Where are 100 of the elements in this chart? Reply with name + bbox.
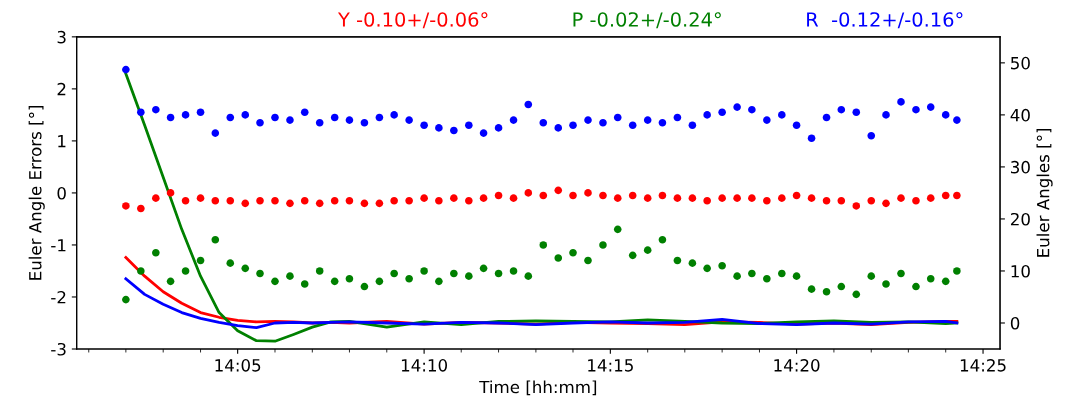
point — [494, 124, 503, 132]
point — [256, 118, 264, 127]
point — [867, 272, 876, 280]
point — [509, 116, 518, 124]
point — [315, 199, 324, 208]
point — [330, 277, 339, 286]
point — [405, 196, 413, 205]
point — [613, 194, 622, 202]
point — [509, 194, 518, 202]
point — [628, 121, 637, 130]
point — [763, 116, 771, 124]
point — [718, 108, 726, 117]
point — [211, 235, 220, 244]
point — [152, 248, 160, 257]
point — [852, 202, 861, 210]
point — [479, 129, 488, 137]
point — [494, 269, 503, 278]
point — [241, 111, 250, 119]
point — [494, 191, 503, 200]
text: P -0.02+/-0.24° — [573, 12, 721, 29]
point — [688, 121, 697, 130]
point — [748, 269, 756, 278]
point — [137, 267, 145, 275]
point — [688, 259, 697, 267]
x-axis-title: Time [hh:mm] — [479, 380, 597, 396]
point — [137, 204, 145, 213]
point — [166, 189, 175, 197]
point — [360, 199, 369, 208]
point — [390, 269, 398, 278]
point — [807, 194, 816, 202]
y2-tick-label: 40 — [1010, 108, 1030, 122]
point — [643, 194, 652, 202]
point — [345, 116, 354, 124]
point — [286, 199, 294, 208]
point — [897, 269, 905, 278]
point — [539, 191, 548, 200]
point — [375, 199, 384, 208]
point — [420, 267, 428, 275]
y2-tick-label: 10 — [1011, 264, 1030, 278]
point — [435, 196, 443, 205]
point — [569, 248, 577, 257]
point — [330, 196, 339, 205]
point — [479, 264, 488, 273]
point — [271, 277, 279, 286]
point — [643, 246, 652, 254]
point — [196, 108, 205, 117]
point — [181, 111, 190, 119]
point — [315, 118, 324, 127]
point — [241, 264, 250, 273]
point — [554, 124, 563, 132]
point — [166, 113, 175, 122]
point — [792, 272, 801, 280]
point — [450, 269, 458, 278]
point — [733, 194, 741, 202]
point — [718, 261, 726, 270]
point — [181, 196, 190, 205]
point — [912, 105, 920, 114]
point — [897, 194, 905, 202]
point — [912, 282, 920, 291]
point — [882, 199, 890, 208]
point — [330, 113, 339, 122]
point — [673, 113, 682, 122]
x-tick-label: 14:05 — [215, 359, 261, 372]
point — [420, 121, 428, 130]
point — [882, 280, 890, 288]
point — [360, 118, 369, 127]
point — [733, 103, 741, 111]
point — [643, 116, 652, 124]
point — [450, 126, 458, 135]
x-tick-label: 14:10 — [401, 359, 448, 372]
point — [867, 196, 876, 205]
point — [405, 274, 413, 283]
point — [941, 277, 950, 286]
point — [539, 241, 548, 249]
y2-tick-label: 0 — [1010, 316, 1020, 330]
point — [271, 196, 279, 205]
point — [435, 124, 443, 132]
point — [852, 290, 861, 299]
point — [733, 272, 741, 280]
point — [837, 196, 846, 205]
point — [763, 274, 771, 283]
point — [807, 285, 816, 293]
point — [509, 267, 518, 275]
point — [137, 108, 145, 117]
point — [241, 199, 250, 208]
y-tick-label: 2 — [57, 82, 66, 96]
point — [763, 196, 771, 205]
line-series — [124, 277, 959, 330]
point — [286, 272, 294, 280]
point — [926, 103, 935, 111]
point — [599, 241, 607, 249]
point — [375, 113, 384, 122]
point — [748, 194, 756, 202]
point — [256, 269, 264, 278]
point — [271, 113, 279, 122]
point — [941, 111, 950, 119]
point — [196, 256, 205, 265]
point — [286, 116, 294, 124]
point — [390, 196, 398, 205]
point — [599, 191, 607, 200]
